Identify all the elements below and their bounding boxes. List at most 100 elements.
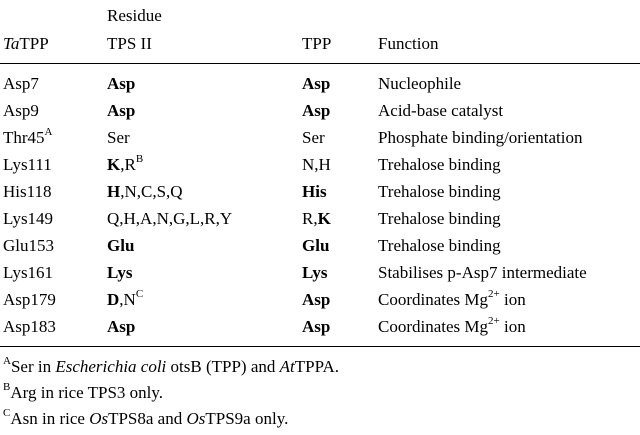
superscript-charge: 2+ bbox=[488, 315, 500, 328]
residue-text: Asp9 bbox=[3, 101, 39, 120]
table-cell-residue: Asp9 bbox=[3, 101, 39, 121]
table-cell-tps2: Glu bbox=[107, 236, 134, 256]
table-cell-residue: Asp179 bbox=[3, 290, 56, 310]
footnote-marker: A bbox=[44, 126, 53, 139]
footnote-text: TPPA. bbox=[294, 357, 340, 376]
table-cell-tpp: Ser bbox=[302, 128, 325, 148]
footnote-text: Asn in rice bbox=[10, 409, 90, 428]
function-text-tail: ion bbox=[499, 317, 526, 336]
table-cell-residue: Asp183 bbox=[3, 317, 56, 337]
table-cell-tps2: Ser bbox=[107, 128, 130, 148]
header-function: Function bbox=[378, 34, 439, 53]
table-cell-function: Coordinates Mg2+ ion bbox=[378, 288, 526, 310]
tps2-text: D bbox=[107, 290, 120, 309]
header-tpp-suffix: TPP bbox=[19, 34, 49, 53]
table-cell-function: Trehalose binding bbox=[378, 236, 501, 256]
table-cell-residue: His118 bbox=[3, 182, 52, 202]
header-residue-tatpp: TaTPP bbox=[3, 34, 49, 54]
table-cell-function: Trehalose binding bbox=[378, 155, 501, 175]
function-text: Coordinates Mg bbox=[378, 317, 489, 336]
footnote-text: otsB (TPP) and bbox=[166, 357, 280, 376]
table-cell-function: Trehalose binding bbox=[378, 182, 501, 202]
tpp-text: Asp bbox=[302, 74, 331, 93]
tpp-text: Asp bbox=[302, 317, 331, 336]
footnote: CAsn in rice OsTPS8a and OsTPS9a only. bbox=[3, 408, 289, 429]
footnote-marker: B bbox=[3, 381, 11, 394]
function-text: Trehalose binding bbox=[378, 182, 501, 201]
table-cell-tps2: D,NC bbox=[107, 289, 143, 310]
table-cell-tps2: Asp bbox=[107, 74, 135, 94]
function-text: Phosphate binding/orientation bbox=[378, 128, 583, 147]
table-cell-tps2: Lys bbox=[107, 263, 133, 283]
table-cell-function: Phosphate binding/orientation bbox=[378, 128, 582, 148]
header-rule bbox=[0, 63, 640, 64]
table-cell-tps2: K,RB bbox=[107, 153, 144, 175]
function-text: Coordinates Mg bbox=[378, 290, 489, 309]
tpp-text: Glu bbox=[302, 236, 330, 255]
tpp-text: K bbox=[317, 209, 331, 228]
table-cell-tpp: His bbox=[302, 182, 327, 202]
table-cell-tpp: Asp bbox=[302, 317, 330, 337]
tps2-text: ,N,C,S,Q bbox=[120, 182, 183, 201]
footnote-text: At bbox=[279, 357, 295, 376]
residue-text: Asp183 bbox=[3, 317, 56, 336]
table-cell-function: Acid-base catalyst bbox=[378, 101, 503, 121]
function-text-tail: ion bbox=[499, 290, 526, 309]
header-tpp: TPP bbox=[302, 34, 332, 53]
footnote-marker: A bbox=[3, 355, 11, 368]
tpp-text: Asp bbox=[302, 101, 331, 120]
function-text: Acid-base catalyst bbox=[378, 101, 504, 120]
residue-text: Asp7 bbox=[3, 74, 39, 93]
table-cell-tpp: Glu bbox=[302, 236, 329, 256]
tpp-text: R, bbox=[302, 209, 318, 228]
header-ta-italic: Ta bbox=[3, 34, 20, 53]
residue-text: Asp179 bbox=[3, 290, 56, 309]
bottom-rule bbox=[0, 346, 640, 347]
tps2-text: Ser bbox=[107, 128, 130, 147]
function-text: Trehalose binding bbox=[378, 236, 501, 255]
footnote: ASer in Escherichia coli otsB (TPP) and … bbox=[3, 355, 340, 377]
table-cell-function: Stabilises p-Asp7 intermediate bbox=[378, 263, 587, 283]
function-text: Stabilises p-Asp7 intermediate bbox=[378, 263, 587, 282]
tps2-text: Asp bbox=[107, 101, 136, 120]
header-residue-label: Residue bbox=[107, 6, 162, 25]
footnote-text: Os bbox=[186, 409, 206, 428]
residue-text: Lys111 bbox=[3, 155, 52, 174]
footnote: BArg in rice TPS3 only. bbox=[3, 381, 163, 403]
footnote-text: Os bbox=[89, 409, 109, 428]
tpp-text: Lys bbox=[302, 263, 328, 282]
residue-text: His118 bbox=[3, 182, 52, 201]
function-text: Trehalose binding bbox=[378, 155, 501, 174]
tps2-text: Glu bbox=[107, 236, 135, 255]
table-cell-tpp: Lys bbox=[302, 263, 328, 283]
footnote-text: TPS8a and bbox=[108, 409, 187, 428]
table-cell-residue: Glu153 bbox=[3, 236, 54, 256]
tps2-text: Asp bbox=[107, 317, 136, 336]
table-cell-residue: Lys161 bbox=[3, 263, 53, 283]
tpp-text: Ser bbox=[302, 128, 325, 147]
header-tps2: TPS II bbox=[107, 34, 152, 53]
tps2-text: K bbox=[107, 155, 121, 174]
tps2-text: ,N bbox=[119, 290, 136, 309]
footnote-text: Ser in bbox=[10, 357, 56, 376]
table-cell-tpp: R,K bbox=[302, 209, 331, 229]
residue-text: Glu153 bbox=[3, 236, 54, 255]
tpp-text: His bbox=[302, 182, 327, 201]
tpp-text: Asp bbox=[302, 290, 331, 309]
table-cell-tps2: Asp bbox=[107, 101, 135, 121]
footnote-marker: B bbox=[135, 153, 144, 166]
table-cell-function: Nucleophile bbox=[378, 74, 461, 94]
table-cell-tps2: H,N,C,S,Q bbox=[107, 182, 183, 202]
table-cell-residue: Lys149 bbox=[3, 209, 53, 229]
tps2-text: Q,H,A,N,G,L,R,Y bbox=[107, 209, 233, 228]
table-cell-tpp: Asp bbox=[302, 101, 330, 121]
table-cell-function: Trehalose binding bbox=[378, 209, 501, 229]
table-cell-residue: Asp7 bbox=[3, 74, 39, 94]
residue-text: Lys149 bbox=[3, 209, 54, 228]
function-text: Nucleophile bbox=[378, 74, 462, 93]
table-cell-tpp: Asp bbox=[302, 290, 330, 310]
superscript-charge: 2+ bbox=[488, 288, 500, 301]
footnote-text: Escherichia coli bbox=[55, 357, 167, 376]
footnote-text: TPS9a only. bbox=[205, 409, 289, 428]
table-cell-tpp: Asp bbox=[302, 74, 330, 94]
